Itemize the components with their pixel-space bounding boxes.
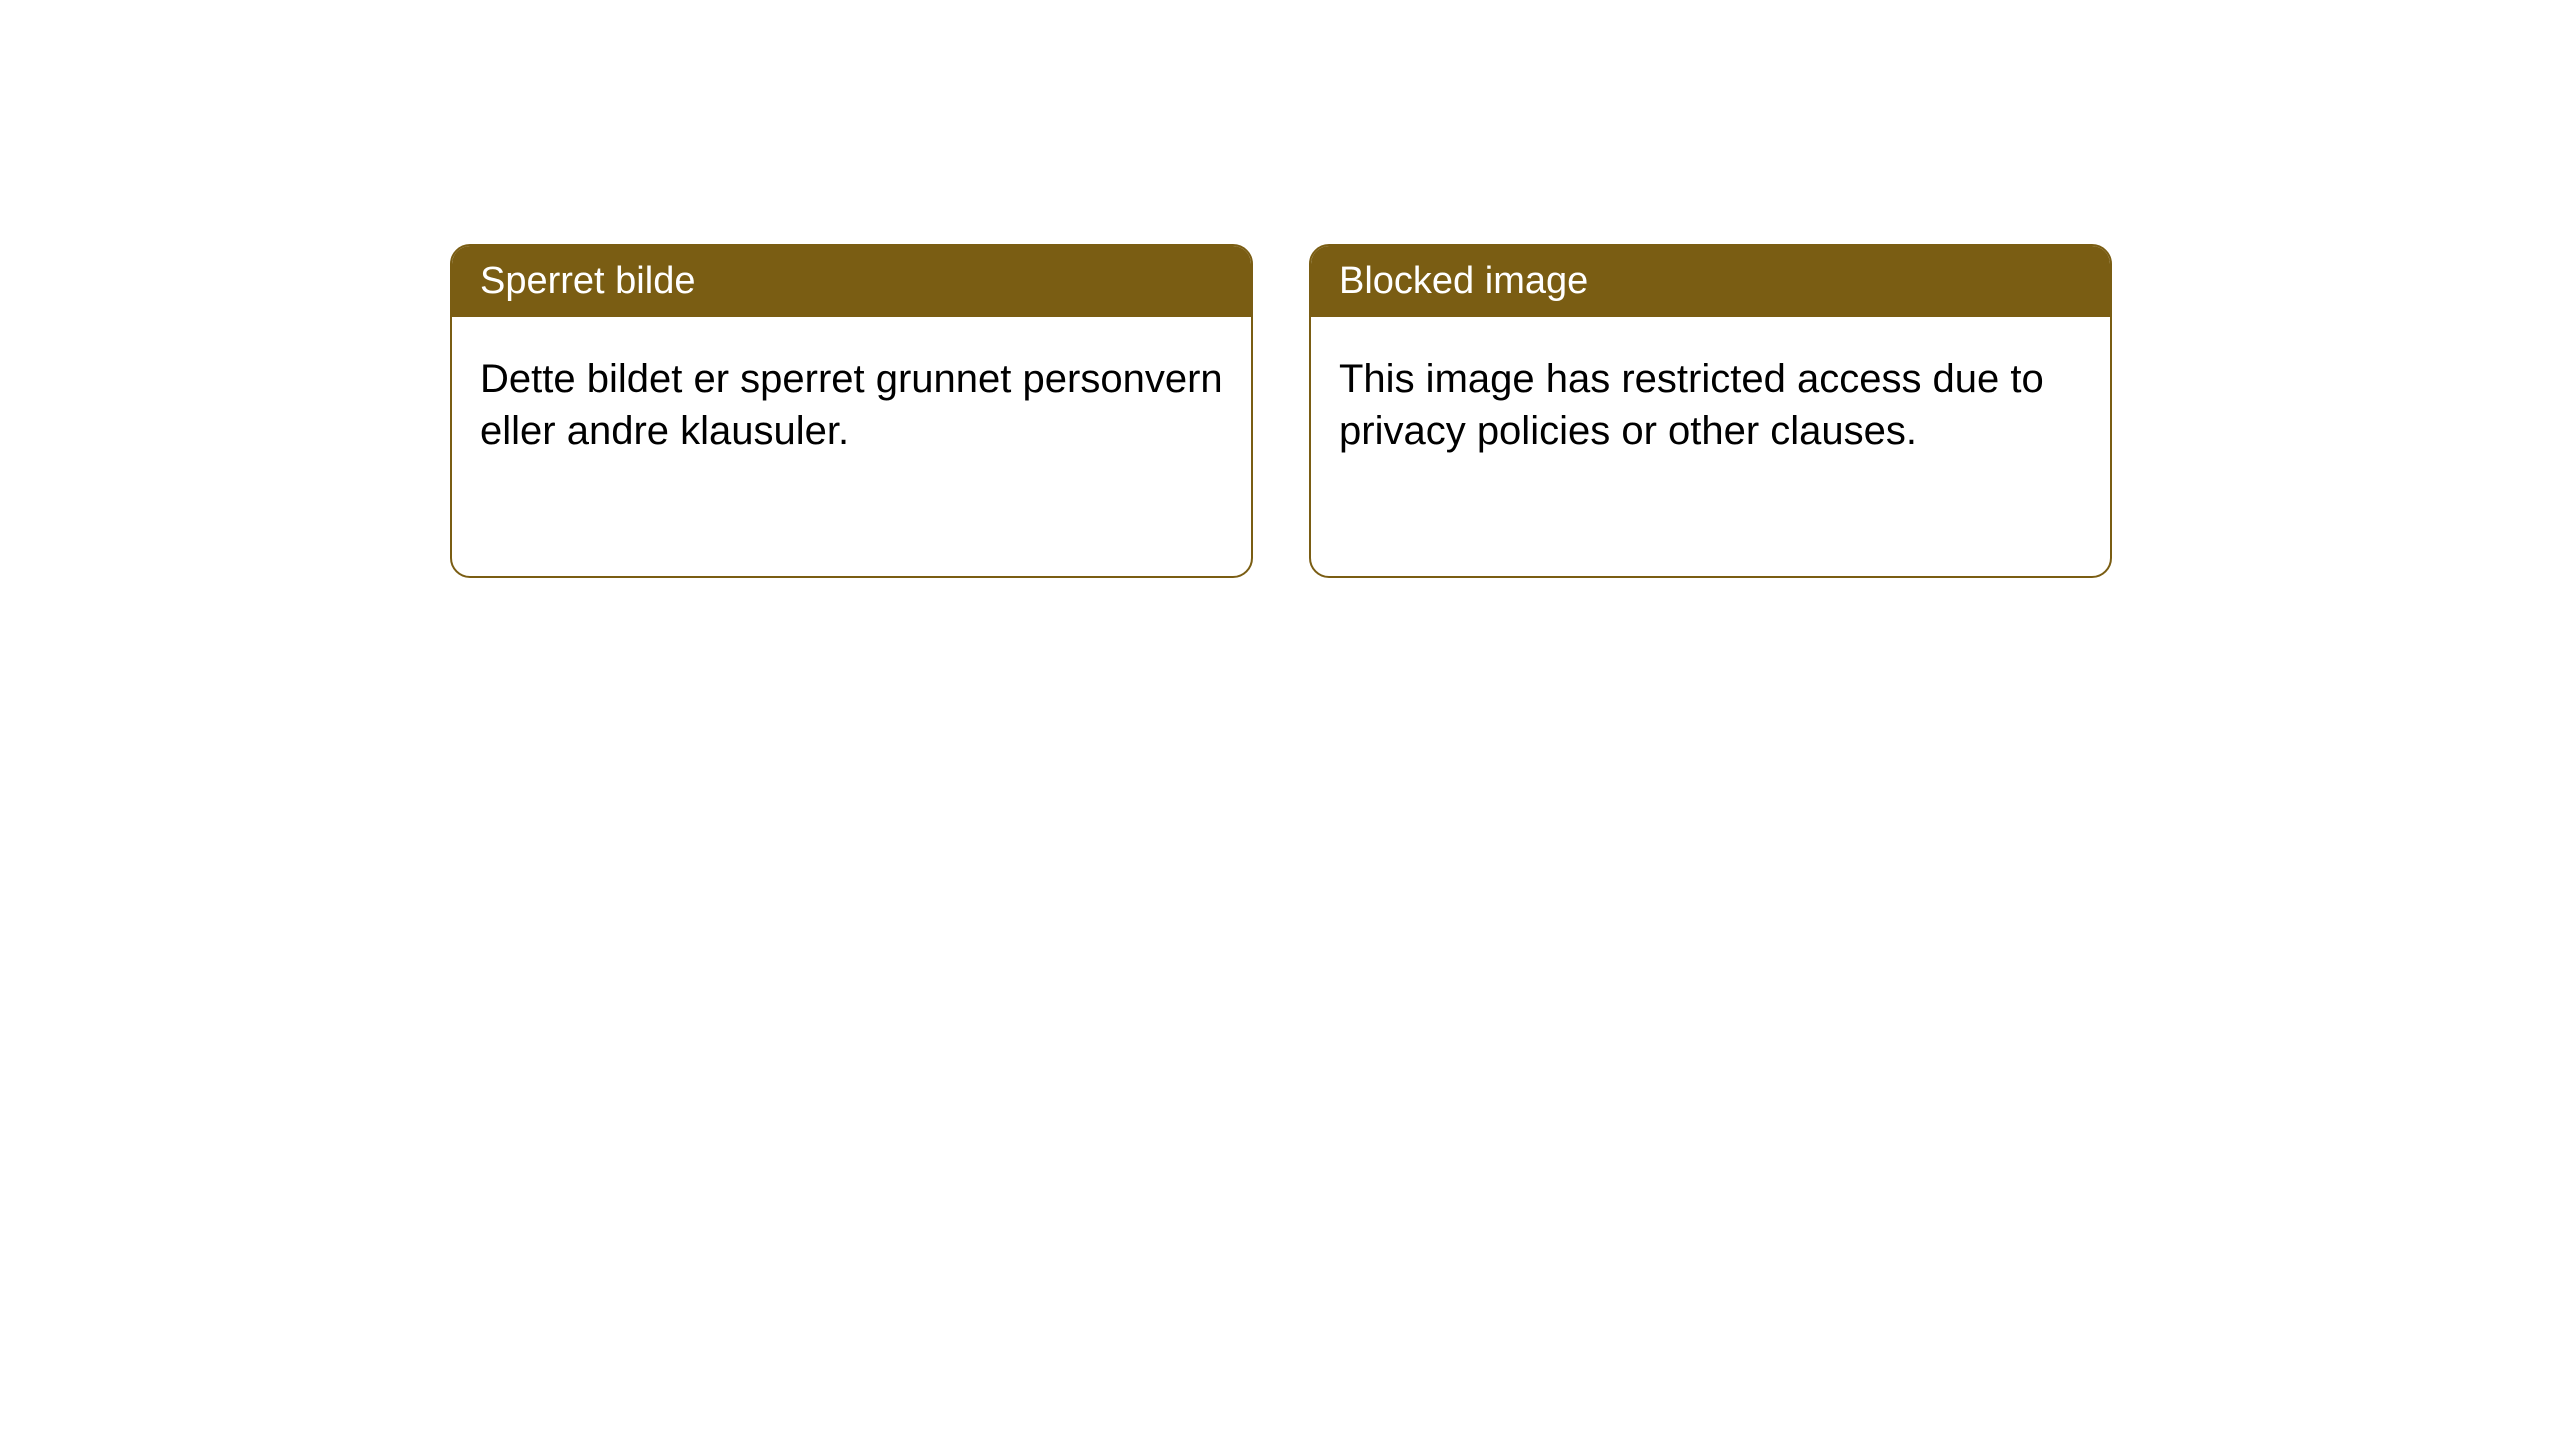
card-body-text: This image has restricted access due to … (1339, 357, 2044, 453)
blocked-image-card-english: Blocked image This image has restricted … (1309, 244, 2112, 578)
card-title: Sperret bilde (480, 260, 695, 302)
card-header: Blocked image (1311, 246, 2110, 317)
card-body-text: Dette bildet er sperret grunnet personve… (480, 357, 1223, 453)
card-title: Blocked image (1339, 260, 1588, 302)
blocked-image-card-norwegian: Sperret bilde Dette bildet er sperret gr… (450, 244, 1253, 578)
card-body: Dette bildet er sperret grunnet personve… (452, 317, 1251, 493)
card-header: Sperret bilde (452, 246, 1251, 317)
card-body: This image has restricted access due to … (1311, 317, 2110, 493)
cards-container: Sperret bilde Dette bildet er sperret gr… (0, 0, 2560, 578)
